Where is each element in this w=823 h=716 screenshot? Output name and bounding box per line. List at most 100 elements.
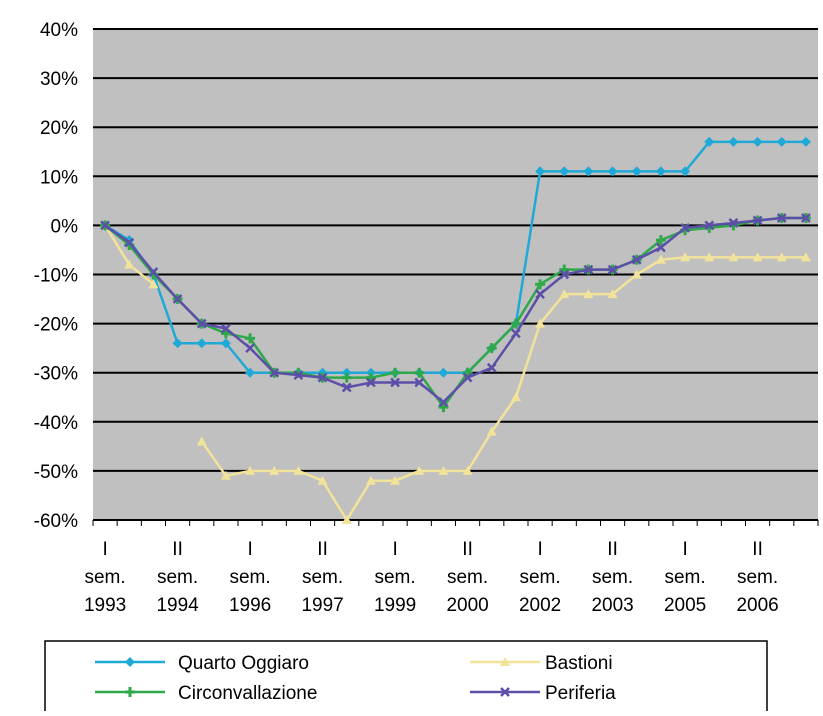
marker: [100, 220, 110, 231]
marker: [728, 136, 739, 147]
marker: [438, 465, 449, 475]
marker: [196, 436, 207, 446]
y-tick-label: 40%: [40, 20, 78, 41]
legend-box: [44, 640, 768, 716]
marker: [583, 166, 594, 177]
marker: [656, 242, 666, 253]
marker: [390, 377, 400, 388]
x-tick-label: II sem. 2003: [591, 539, 633, 616]
marker: [535, 318, 546, 328]
marker: [607, 264, 618, 275]
marker: [559, 269, 570, 280]
marker: [269, 465, 280, 475]
marker: [462, 372, 473, 383]
y-tick-label: -60%: [34, 511, 78, 532]
y-tick-label: 30%: [40, 69, 78, 90]
marker: [752, 136, 763, 147]
y-tick-label: -20%: [34, 315, 78, 336]
marker: [704, 252, 715, 262]
marker: [607, 166, 618, 177]
series-line: [104, 216, 806, 404]
marker: [196, 338, 207, 349]
legend-marker: [125, 687, 135, 697]
marker: [293, 370, 304, 381]
marker: [511, 328, 521, 339]
marker: [535, 289, 545, 300]
marker: [172, 294, 183, 304]
marker: [365, 475, 376, 485]
y-tick-label: -30%: [34, 364, 78, 385]
marker: [704, 220, 715, 231]
marker: [535, 279, 546, 290]
marker: [269, 367, 280, 378]
marker: [414, 367, 425, 378]
marker: [148, 267, 159, 277]
marker: [631, 254, 642, 265]
marker: [317, 372, 328, 383]
y-tick-label: 10%: [40, 167, 78, 188]
marker: [341, 515, 352, 524]
marker: [510, 392, 521, 402]
y-tick-label: -10%: [34, 266, 78, 287]
legend-marker: [500, 687, 510, 697]
marker: [245, 367, 256, 378]
legend-label: Bastioni: [545, 653, 613, 674]
marker: [220, 470, 231, 480]
y-tick-label: 0%: [51, 216, 79, 237]
legend-label: Quarto Oggiaro: [178, 653, 309, 674]
marker: [559, 289, 570, 299]
marker: [293, 465, 304, 475]
marker: [390, 367, 401, 378]
legend-marker: [125, 657, 135, 667]
marker: [655, 235, 666, 246]
marker: [124, 237, 135, 248]
marker: [221, 323, 231, 334]
legend-label: Circonvallazione: [178, 683, 317, 704]
x-tick-label: II sem. 2006: [736, 539, 778, 616]
marker: [728, 252, 739, 262]
marker: [801, 213, 811, 223]
x-tick-label: II sem. 1994: [156, 539, 199, 616]
marker: [728, 218, 739, 228]
marker: [245, 343, 255, 354]
marker: [172, 338, 183, 349]
marker: [776, 252, 787, 262]
marker: [317, 475, 328, 485]
marker: [341, 382, 352, 393]
marker: [486, 426, 497, 436]
marker: [414, 377, 425, 388]
marker: [631, 269, 642, 279]
marker: [559, 166, 570, 177]
marker: [776, 213, 787, 223]
marker: [583, 289, 594, 299]
marker: [680, 222, 690, 233]
marker: [438, 397, 449, 408]
marker: [655, 166, 666, 177]
y-tick-label: -50%: [34, 462, 78, 483]
marker: [510, 318, 521, 329]
marker: [462, 465, 473, 475]
marker: [752, 252, 763, 262]
marker: [148, 279, 159, 289]
marker: [800, 136, 811, 147]
y-tick-label: -40%: [34, 413, 78, 434]
marker: [366, 377, 376, 388]
marker: [752, 215, 763, 226]
marker: [245, 465, 256, 475]
legend-label: Periferia: [545, 683, 616, 704]
marker: [680, 252, 691, 262]
marker: [704, 136, 715, 147]
marker: [607, 289, 618, 299]
marker: [583, 264, 594, 275]
marker: [486, 343, 497, 354]
y-tick-label: 20%: [40, 118, 78, 139]
marker: [196, 318, 207, 329]
legend-marker: [500, 657, 510, 666]
marker: [486, 362, 497, 373]
